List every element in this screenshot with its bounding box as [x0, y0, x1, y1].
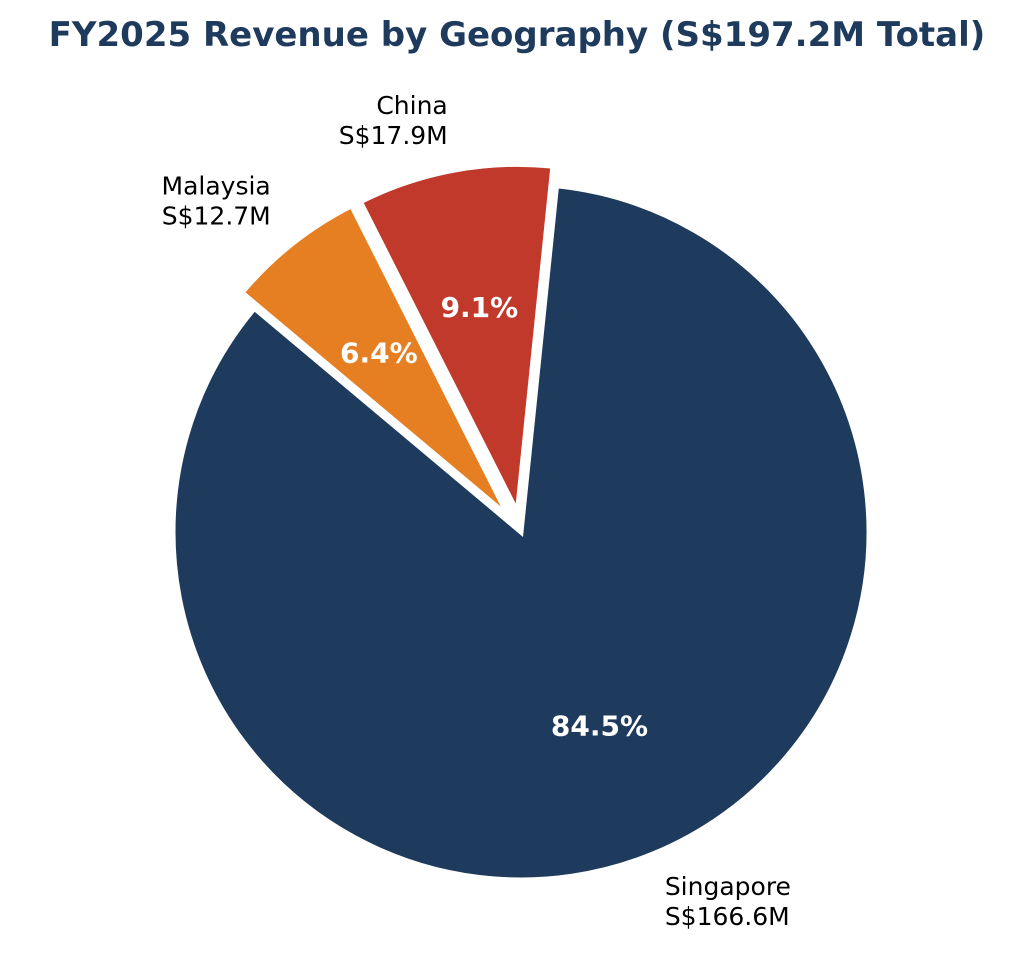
pie-slice-china — [357, 161, 556, 522]
percent-label-singapore: 84.5% — [551, 710, 648, 743]
slice-labels: Malaysia S$12.7M China S$17.9M Singapore S$16… — [162, 91, 791, 931]
pie-slices — [170, 161, 872, 883]
pie-slice-singapore — [170, 183, 872, 883]
slice-label-china: China S$17.9M — [339, 91, 448, 150]
percent-label-china: 9.1% — [441, 291, 519, 324]
percent-label-malaysia: 6.4% — [340, 337, 418, 370]
chart-title: FY2025 Revenue by Geography (S$197.2M To… — [49, 15, 986, 55]
slice-label-malaysia: Malaysia S$12.7M — [162, 171, 271, 230]
slice-label-singapore: Singapore S$166.6M — [665, 872, 791, 931]
pie-slice-malaysia — [238, 202, 511, 519]
percent-labels: 6.4% 9.1% 84.5% — [340, 291, 648, 742]
